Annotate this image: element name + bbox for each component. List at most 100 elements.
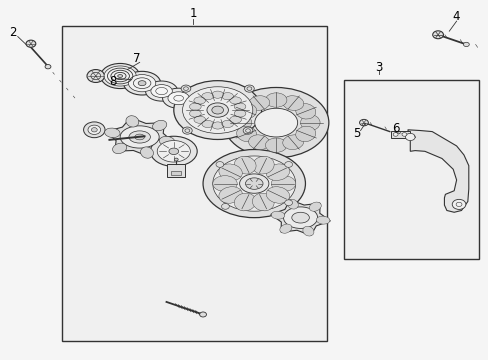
Ellipse shape <box>219 187 242 203</box>
Circle shape <box>432 31 443 39</box>
Ellipse shape <box>234 110 245 117</box>
Ellipse shape <box>138 81 146 86</box>
Ellipse shape <box>104 66 136 86</box>
Ellipse shape <box>265 93 286 107</box>
Ellipse shape <box>211 106 223 114</box>
Circle shape <box>401 133 406 136</box>
Ellipse shape <box>265 164 289 180</box>
Ellipse shape <box>302 226 313 236</box>
Ellipse shape <box>236 126 256 141</box>
Ellipse shape <box>202 93 213 100</box>
Text: 3: 3 <box>374 60 382 73</box>
Ellipse shape <box>248 135 269 149</box>
Ellipse shape <box>211 122 223 129</box>
Ellipse shape <box>282 96 303 111</box>
Ellipse shape <box>234 193 256 211</box>
Ellipse shape <box>221 93 233 100</box>
Ellipse shape <box>140 147 153 158</box>
Ellipse shape <box>236 104 256 119</box>
Circle shape <box>392 133 397 136</box>
Ellipse shape <box>129 131 150 143</box>
Ellipse shape <box>252 193 274 211</box>
Ellipse shape <box>254 108 297 137</box>
Ellipse shape <box>239 174 268 193</box>
Circle shape <box>244 85 254 92</box>
Ellipse shape <box>295 104 315 119</box>
Ellipse shape <box>118 75 122 77</box>
Ellipse shape <box>252 156 274 174</box>
Polygon shape <box>407 130 468 212</box>
Bar <box>344 80 478 259</box>
Ellipse shape <box>168 148 178 154</box>
Ellipse shape <box>206 103 228 117</box>
Ellipse shape <box>234 103 245 110</box>
Ellipse shape <box>219 164 242 180</box>
Text: 4: 4 <box>452 10 459 23</box>
Circle shape <box>83 122 105 138</box>
Ellipse shape <box>162 88 194 108</box>
Ellipse shape <box>152 120 166 131</box>
Circle shape <box>174 158 178 161</box>
Text: 5: 5 <box>352 127 360 140</box>
Circle shape <box>451 199 465 210</box>
Circle shape <box>463 42 468 46</box>
Ellipse shape <box>151 85 172 98</box>
Ellipse shape <box>202 120 213 127</box>
Circle shape <box>284 200 292 206</box>
Ellipse shape <box>232 115 251 131</box>
Ellipse shape <box>123 71 160 95</box>
Ellipse shape <box>282 135 303 149</box>
Ellipse shape <box>212 156 295 211</box>
Ellipse shape <box>286 199 298 209</box>
Text: 2: 2 <box>9 27 17 40</box>
Ellipse shape <box>234 156 256 174</box>
Circle shape <box>91 128 97 132</box>
Ellipse shape <box>189 103 201 110</box>
Circle shape <box>87 69 104 82</box>
Ellipse shape <box>295 126 315 141</box>
Ellipse shape <box>112 143 126 154</box>
Bar <box>171 171 181 175</box>
Ellipse shape <box>104 128 120 138</box>
Ellipse shape <box>265 138 286 152</box>
Ellipse shape <box>128 75 156 92</box>
Circle shape <box>45 64 51 69</box>
Ellipse shape <box>283 207 317 228</box>
Ellipse shape <box>167 92 189 105</box>
Ellipse shape <box>189 110 201 117</box>
Ellipse shape <box>101 63 140 89</box>
Text: 7: 7 <box>133 51 141 64</box>
Circle shape <box>199 312 206 317</box>
Ellipse shape <box>173 81 261 139</box>
Circle shape <box>182 127 192 134</box>
Ellipse shape <box>271 211 284 219</box>
Ellipse shape <box>145 81 177 101</box>
Circle shape <box>405 134 414 140</box>
Ellipse shape <box>245 178 263 189</box>
Ellipse shape <box>271 176 295 192</box>
Circle shape <box>26 40 36 47</box>
Ellipse shape <box>222 120 233 127</box>
Ellipse shape <box>150 136 197 166</box>
Circle shape <box>284 162 292 167</box>
Ellipse shape <box>135 134 144 140</box>
Ellipse shape <box>182 87 252 134</box>
Circle shape <box>88 125 101 134</box>
Circle shape <box>181 85 190 92</box>
Bar <box>61 26 327 341</box>
Ellipse shape <box>159 136 174 146</box>
Ellipse shape <box>291 212 309 223</box>
Bar <box>167 164 184 177</box>
Text: 6: 6 <box>391 122 399 135</box>
Circle shape <box>243 127 252 134</box>
Circle shape <box>216 162 224 167</box>
Ellipse shape <box>300 115 320 131</box>
Ellipse shape <box>229 116 241 123</box>
Polygon shape <box>270 200 330 235</box>
Text: 1: 1 <box>189 7 197 20</box>
Ellipse shape <box>265 187 289 203</box>
Ellipse shape <box>279 224 291 233</box>
Ellipse shape <box>223 87 328 158</box>
Ellipse shape <box>194 116 205 123</box>
Ellipse shape <box>157 140 190 162</box>
